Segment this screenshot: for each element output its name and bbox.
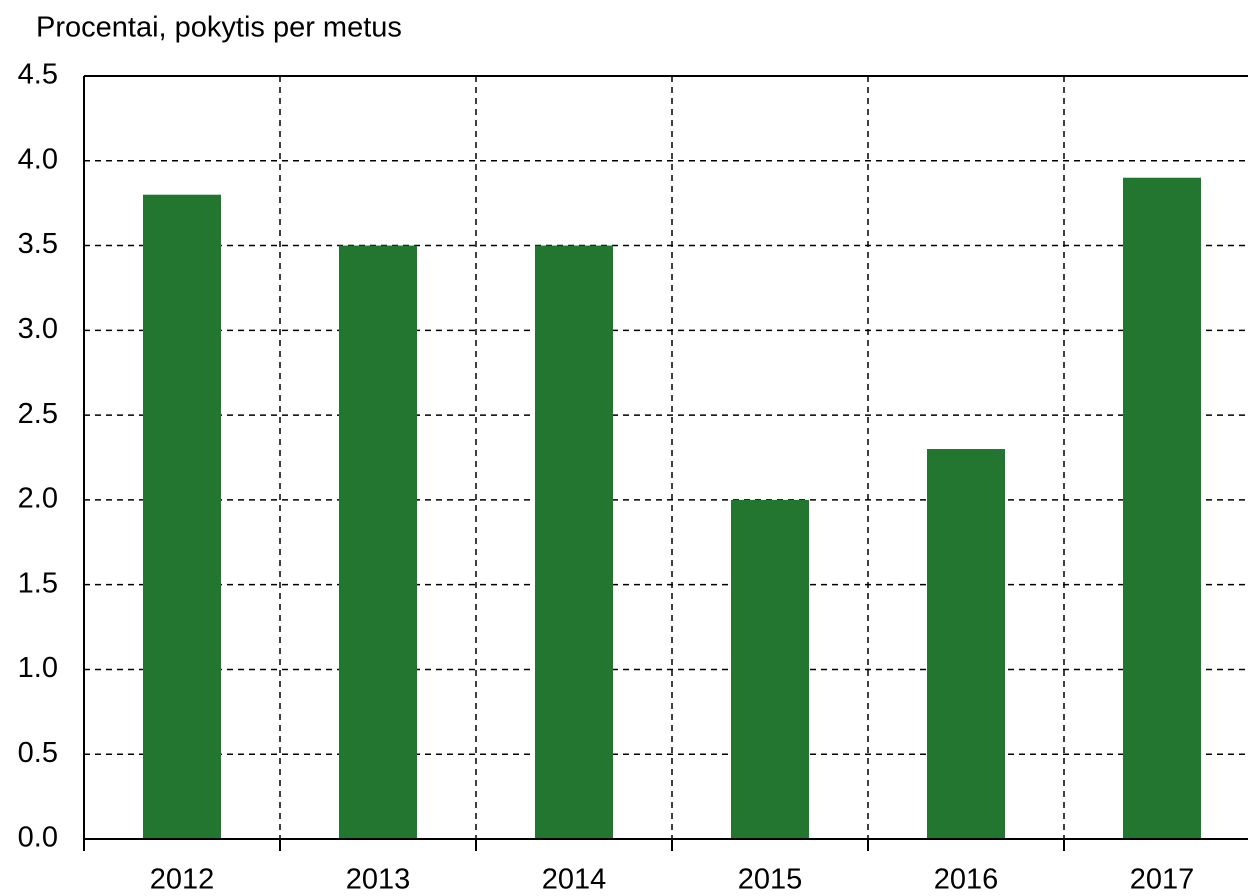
x-tick-label: 2016 [934, 864, 999, 896]
x-tick-label: 2014 [542, 864, 607, 896]
y-tick-label: 1.5 [18, 567, 58, 599]
y-tick-label: 4.0 [18, 143, 58, 175]
x-tick-label: 2015 [738, 864, 803, 896]
y-tick-label: 1.0 [18, 652, 58, 684]
chart-title: Procentai, pokytis per metus [36, 12, 402, 44]
bar [731, 499, 809, 839]
y-tick-label: 3.5 [18, 228, 58, 260]
y-tick-label: 4.5 [18, 59, 58, 91]
bar [143, 194, 221, 839]
y-tick-label: 0.0 [18, 822, 58, 854]
bar [339, 245, 417, 840]
bar [1123, 177, 1201, 839]
x-tick-label: 2013 [346, 864, 411, 896]
y-tick-label: 2.0 [18, 483, 58, 515]
y-tick-label: 2.5 [18, 398, 58, 430]
x-tick-label: 2012 [150, 864, 215, 896]
bar [927, 449, 1005, 839]
x-tick-label: 2017 [1130, 864, 1195, 896]
y-tick-label: 0.5 [18, 737, 58, 769]
bar [535, 245, 613, 840]
y-tick-label: 3.0 [18, 313, 58, 345]
